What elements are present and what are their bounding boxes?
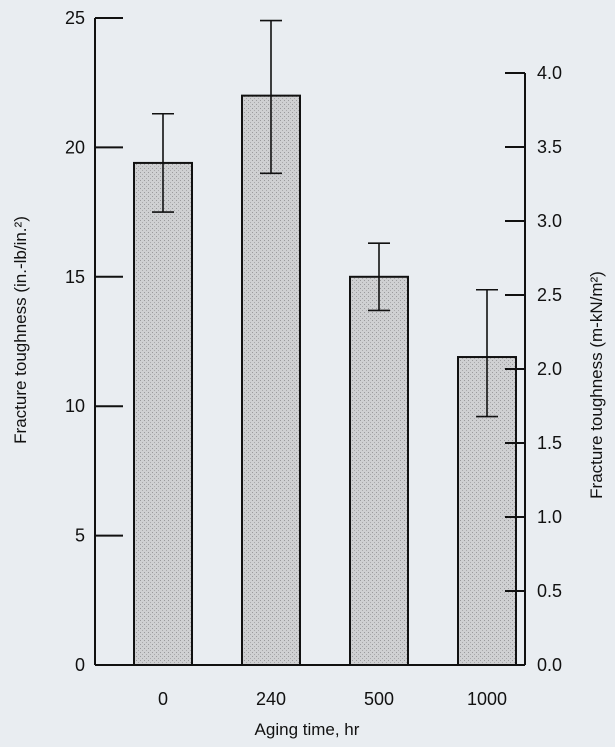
- right-y-tick-label-6: 3.0: [537, 211, 562, 231]
- x-axis-title: Aging time, hr: [255, 720, 360, 739]
- left-y-tick-label-5: 25: [65, 8, 85, 28]
- x-tick-label-1000: 1000: [467, 689, 507, 709]
- left-y-axis-title: Fracture toughness (in.-lb/in.²): [11, 216, 30, 444]
- error-bars-layer: [152, 19, 498, 418]
- bar-240: [241, 94, 301, 666]
- bar-500: [349, 275, 409, 666]
- right-y-tick-label-0: 0.0: [537, 655, 562, 675]
- right-y-axis-title: Fracture toughness (m-kN/m²): [587, 271, 606, 499]
- x-tick-label-500: 500: [364, 689, 394, 709]
- x-tick-label-240: 240: [256, 689, 286, 709]
- right-y-tick-label-2: 1.0: [537, 507, 562, 527]
- right-y-tick-label-8: 4.0: [537, 63, 562, 83]
- right-y-tick-label-7: 3.5: [537, 137, 562, 157]
- right-y-tick-label-5: 2.5: [537, 285, 562, 305]
- x-tick-label-0: 0: [158, 689, 168, 709]
- right-y-tick-label-1: 0.5: [537, 581, 562, 601]
- left-y-tick-label-0: 0: [75, 655, 85, 675]
- left-y-tick-label-4: 20: [65, 137, 85, 157]
- right-y-tick-label-4: 2.0: [537, 359, 562, 379]
- left-y-tick-label-2: 10: [65, 396, 85, 416]
- left-y-tick-label-3: 15: [65, 267, 85, 287]
- bar-0: [133, 161, 193, 666]
- ticks-layer: 0 5 10 15 20 25 0.0 0.5 1.0 1.5 2.0 2.5 3.0 3.5 4.0 0 24…: [65, 8, 562, 709]
- right-y-tick-label-3: 1.5: [537, 433, 562, 453]
- left-y-tick-label-1: 5: [75, 526, 85, 546]
- bars-layer: [133, 94, 517, 666]
